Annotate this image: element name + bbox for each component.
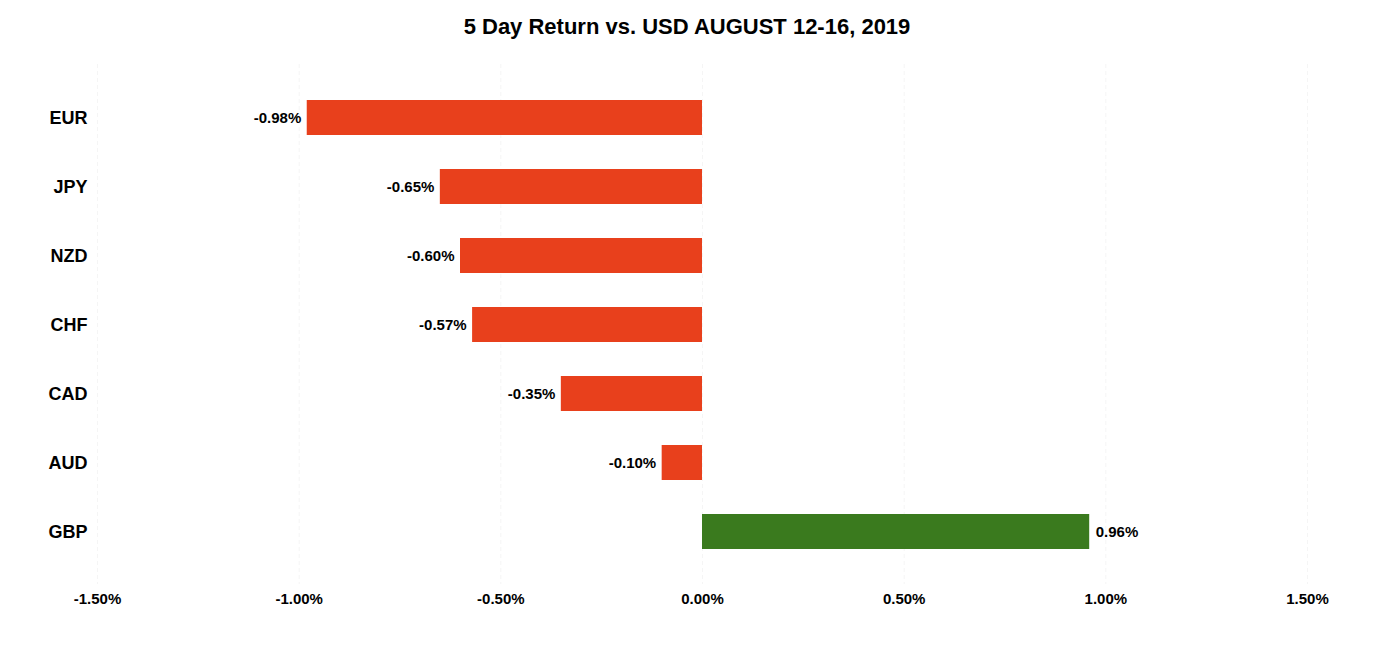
svg-text:NZD: NZD bbox=[51, 246, 88, 266]
svg-text:-0.65%: -0.65% bbox=[387, 178, 435, 195]
svg-text:0.96%: 0.96% bbox=[1096, 523, 1139, 540]
svg-text:-0.60%: -0.60% bbox=[407, 247, 455, 264]
svg-text:CHF: CHF bbox=[51, 315, 88, 335]
svg-text:-0.98%: -0.98% bbox=[254, 109, 302, 126]
svg-text:-0.57%: -0.57% bbox=[419, 316, 467, 333]
svg-text:EUR: EUR bbox=[49, 108, 87, 128]
svg-text:CAD: CAD bbox=[49, 384, 88, 404]
svg-text:-1.00%: -1.00% bbox=[275, 590, 323, 607]
svg-text:-1.50%: -1.50% bbox=[74, 590, 122, 607]
svg-text:0.50%: 0.50% bbox=[883, 590, 926, 607]
svg-text:1.00%: 1.00% bbox=[1085, 590, 1128, 607]
svg-text:GBP: GBP bbox=[48, 522, 87, 542]
svg-text:0.00%: 0.00% bbox=[681, 590, 724, 607]
svg-text:JPY: JPY bbox=[53, 177, 87, 197]
svg-text:1.50%: 1.50% bbox=[1286, 590, 1329, 607]
svg-text:-0.50%: -0.50% bbox=[477, 590, 525, 607]
html-text:5 Day Return vs. USD AUGUST 12: 5 Day Return vs. USD AUGUST 12-16, 2019 bbox=[463, 14, 911, 39]
svg-text:-0.10%: -0.10% bbox=[609, 454, 657, 471]
svg-text:AUD: AUD bbox=[49, 453, 88, 473]
svg-text:-0.35%: -0.35% bbox=[508, 385, 556, 402]
